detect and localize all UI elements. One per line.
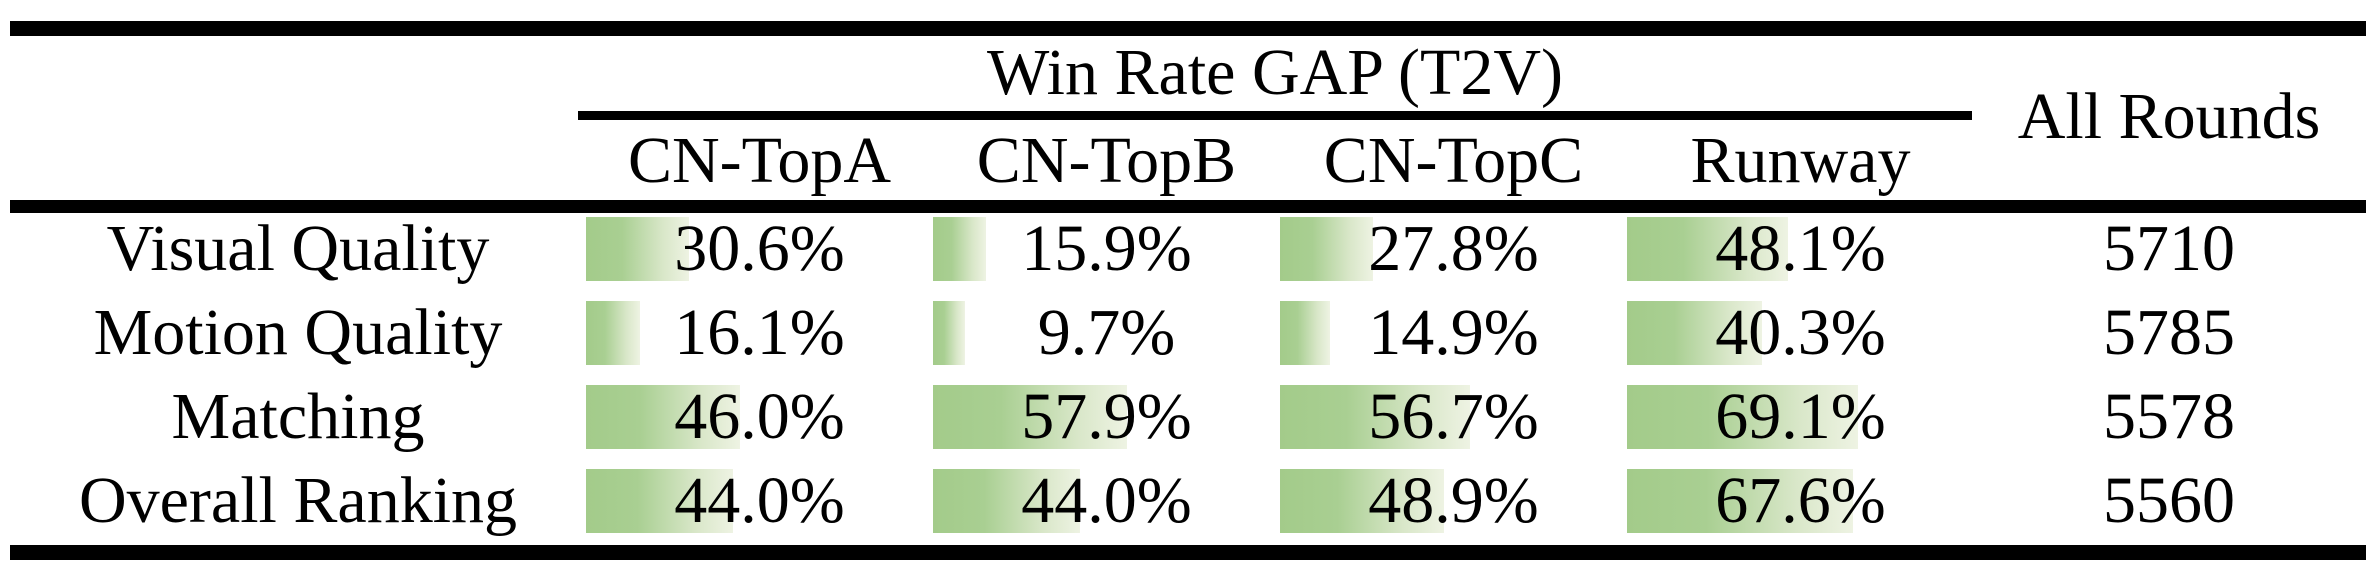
percent-value: 40.3% — [1715, 296, 1886, 369]
percent-cell: 14.9% — [1280, 291, 1627, 375]
percent-cell: 69.1% — [1627, 375, 1974, 459]
percent-value: 56.7% — [1368, 380, 1539, 453]
percent-cell: 44.0% — [933, 459, 1280, 543]
row-label: Motion Quality — [93, 296, 503, 369]
percent-value: 44.0% — [1021, 464, 1192, 537]
column-header-runway: Runway — [1690, 124, 1911, 197]
percent-cell: 30.6% — [586, 207, 933, 291]
header-body-rule — [10, 200, 2366, 213]
table-title: Win Rate GAP (T2V) — [987, 36, 1563, 109]
win-rate-bar — [1627, 385, 1858, 449]
win-rate-bar — [1627, 469, 1853, 533]
rounds-value: 5710 — [2103, 212, 2235, 285]
win-rate-bar — [1280, 385, 1470, 449]
percent-cell: 16.1% — [586, 291, 933, 375]
percent-value: 15.9% — [1021, 212, 1192, 285]
win-rate-bar — [1280, 469, 1444, 533]
all-rounds-header: All Rounds — [2017, 80, 2321, 153]
win-rate-bar — [586, 301, 640, 365]
percent-value: 69.1% — [1715, 380, 1886, 453]
win-rate-bar — [933, 385, 1127, 449]
win-rate-bar — [933, 469, 1080, 533]
table-row: Matching 46.0% 57.9% 56.7% 69.1% 5578 — [0, 375, 2376, 459]
top-rule — [10, 21, 2366, 36]
table-row: Overall Ranking 44.0% 44.0% 48.9% 67.6% … — [0, 459, 2376, 543]
percent-value: 48.1% — [1715, 212, 1886, 285]
win-rate-bar — [933, 217, 986, 281]
percent-value: 27.8% — [1368, 212, 1539, 285]
win-rate-bar — [1627, 217, 1788, 281]
percent-value: 9.7% — [1037, 296, 1176, 369]
percent-cell: 46.0% — [586, 375, 933, 459]
percent-cell: 44.0% — [586, 459, 933, 543]
rounds-value: 5785 — [2103, 296, 2235, 369]
percent-cell: 48.1% — [1627, 207, 1974, 291]
row-label: Matching — [171, 380, 425, 453]
percent-value: 44.0% — [674, 464, 845, 537]
percent-value: 14.9% — [1368, 296, 1539, 369]
column-header-cn-topa: CN-TopA — [627, 124, 892, 197]
title-underline-rule — [578, 111, 1972, 120]
percent-cell: 67.6% — [1627, 459, 1974, 543]
table-row: Motion Quality 16.1% 9.7% 14.9% 40.3% 57… — [0, 291, 2376, 375]
win-rate-bar — [933, 301, 965, 365]
percent-cell: 56.7% — [1280, 375, 1627, 459]
row-label: Visual Quality — [106, 212, 490, 285]
percent-value: 67.6% — [1715, 464, 1886, 537]
rounds-value: 5560 — [2103, 464, 2235, 537]
percent-value: 30.6% — [674, 212, 845, 285]
percent-cell: 15.9% — [933, 207, 1280, 291]
win-rate-bar — [1280, 301, 1330, 365]
row-label: Overall Ranking — [78, 464, 518, 537]
percent-value: 48.9% — [1368, 464, 1539, 537]
win-rate-bar — [586, 469, 733, 533]
percent-cell: 27.8% — [1280, 207, 1627, 291]
percent-value: 46.0% — [674, 380, 845, 453]
percent-cell: 40.3% — [1627, 291, 1974, 375]
win-rate-bar — [1627, 301, 1762, 365]
column-header-cn-topb: CN-TopB — [976, 124, 1237, 197]
column-header-cn-topc: CN-TopC — [1323, 124, 1584, 197]
percent-cell: 48.9% — [1280, 459, 1627, 543]
percent-value: 16.1% — [674, 296, 845, 369]
bottom-rule — [10, 545, 2366, 560]
percent-cell: 57.9% — [933, 375, 1280, 459]
win-rate-bar — [1280, 217, 1373, 281]
table-row: Visual Quality 30.6% 15.9% 27.8% 48.1% 5… — [0, 207, 2376, 291]
win-rate-bar — [586, 217, 689, 281]
percent-cell: 9.7% — [933, 291, 1280, 375]
win-rate-bar — [586, 385, 740, 449]
percent-value: 57.9% — [1021, 380, 1192, 453]
rounds-value: 5578 — [2103, 380, 2235, 453]
